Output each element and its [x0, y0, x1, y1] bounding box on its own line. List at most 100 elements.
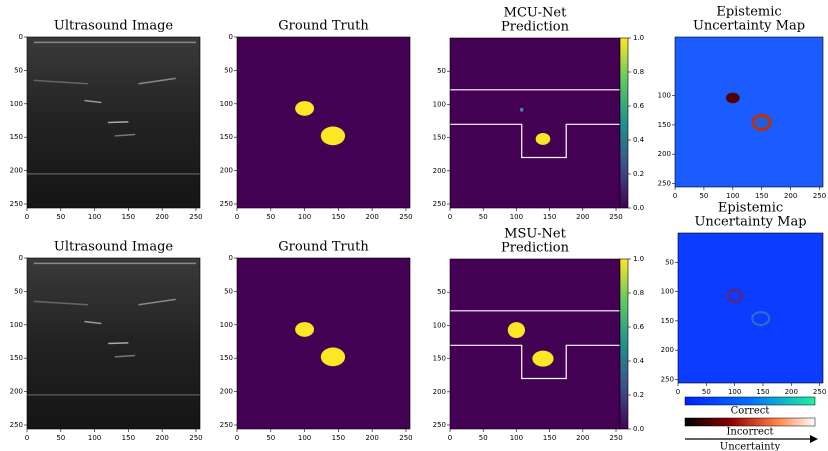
- y-tick-label: 0.6: [633, 323, 645, 331]
- blob: [321, 127, 345, 146]
- panel-title: Epistemic: [718, 201, 783, 216]
- x-tick-label: 200: [785, 388, 798, 396]
- y-tick-label: 150: [10, 354, 23, 362]
- x-tick-label: 0: [235, 434, 239, 442]
- y-tick-label: 150: [661, 317, 674, 325]
- x-tick-label: 200: [576, 434, 589, 442]
- x-tick-label: 150: [755, 192, 768, 200]
- image-panel: 05010015020025050100150200250MCU-NetPred…: [433, 6, 623, 222]
- x-tick-label: 0: [448, 213, 452, 221]
- x-tick-label: 150: [756, 388, 769, 396]
- image: [450, 259, 620, 429]
- blob: [508, 322, 525, 338]
- image: [450, 38, 620, 208]
- x-tick-label: 200: [365, 434, 378, 442]
- background: [450, 259, 620, 429]
- image-panel: 050100150200250050100150200250Ultrasound…: [10, 240, 203, 443]
- x-tick-label: 0: [448, 434, 452, 442]
- y-tick-label: 250: [658, 179, 671, 187]
- panel-title: Epistemic: [716, 5, 781, 20]
- image: [237, 258, 410, 429]
- y-tick-label: 0: [229, 254, 233, 262]
- y-tick-label: 0.4: [633, 357, 645, 365]
- x-tick-label: 100: [298, 213, 311, 221]
- y-tick-label: 100: [220, 100, 233, 108]
- colorbar: [620, 259, 628, 429]
- y-tick-label: 0.0: [633, 425, 644, 433]
- panel-title: Uncertainty Map: [693, 19, 805, 34]
- x-tick-label: 50: [266, 434, 275, 442]
- y-tick-label: 1.0: [633, 34, 644, 42]
- y-tick-label: 0.8: [633, 289, 644, 297]
- y-tick-label: 0.0: [633, 204, 644, 212]
- image: [237, 37, 410, 208]
- x-tick-label: 250: [399, 434, 412, 442]
- x-tick-label: 250: [399, 213, 412, 221]
- x-tick-label: 50: [479, 434, 488, 442]
- x-tick-label: 200: [784, 192, 797, 200]
- arrow-head: [810, 435, 818, 443]
- y-tick-label: 250: [661, 375, 674, 383]
- x-tick-label: 200: [365, 213, 378, 221]
- x-tick-label: 100: [298, 434, 311, 442]
- legend-label: Correct: [731, 406, 770, 417]
- echo: [108, 122, 128, 123]
- y-tick-label: 150: [433, 134, 446, 142]
- legend-label: Incorrect: [726, 427, 773, 438]
- figure: 050100150200250050100150200250Ultrasound…: [0, 0, 828, 451]
- y-tick-label: 0: [19, 33, 23, 41]
- background: [675, 37, 823, 187]
- y-tick-label: 50: [224, 287, 233, 295]
- panel-title: Ground Truth: [278, 19, 369, 34]
- x-tick-label: 250: [813, 388, 826, 396]
- y-tick-label: 150: [220, 354, 233, 362]
- panel-title: Uncertainty Map: [694, 215, 806, 230]
- x-tick-label: 150: [332, 434, 345, 442]
- y-tick-label: 100: [433, 100, 446, 108]
- image: [678, 233, 823, 383]
- y-tick-label: 100: [10, 100, 23, 108]
- y-tick-label: 100: [10, 321, 23, 329]
- x-tick-label: 250: [609, 434, 622, 442]
- blob: [295, 322, 314, 337]
- y-tick-label: 50: [14, 66, 23, 74]
- x-tick-label: 0: [25, 213, 29, 221]
- x-tick-label: 0: [673, 192, 677, 200]
- y-tick-label: 0.2: [633, 391, 644, 399]
- x-tick-label: 50: [56, 434, 65, 442]
- y-tick-label: 100: [220, 321, 233, 329]
- y-tick-label: 0.2: [633, 170, 644, 178]
- x-tick-label: 100: [728, 388, 741, 396]
- panel-title: Prediction: [501, 20, 570, 35]
- x-tick-label: 0: [676, 388, 680, 396]
- x-tick-label: 250: [813, 192, 826, 200]
- x-tick-label: 50: [266, 213, 275, 221]
- background: [237, 258, 410, 429]
- legend-swatch: [685, 418, 815, 426]
- panel-title: MSU-Net: [504, 227, 566, 242]
- x-tick-label: 150: [332, 213, 345, 221]
- x-tick-label: 0: [235, 213, 239, 221]
- y-tick-label: 0.6: [633, 102, 645, 110]
- x-tick-label: 0: [25, 434, 29, 442]
- x-tick-label: 50: [702, 388, 711, 396]
- panel-title: Ultrasound Image: [54, 19, 174, 34]
- y-tick-label: 0.8: [633, 68, 644, 76]
- blob: [726, 93, 740, 104]
- x-tick-label: 250: [189, 434, 202, 442]
- x-tick-label: 150: [122, 213, 135, 221]
- x-tick-label: 250: [189, 213, 202, 221]
- y-tick-label: 200: [658, 150, 671, 158]
- y-tick-label: 100: [658, 92, 671, 100]
- y-tick-label: 50: [437, 67, 446, 75]
- y-tick-label: 200: [10, 167, 23, 175]
- y-tick-label: 250: [220, 200, 233, 208]
- y-tick-label: 0: [229, 33, 233, 41]
- y-tick-label: 50: [14, 287, 23, 295]
- blob: [520, 108, 523, 112]
- y-tick-label: 250: [10, 200, 23, 208]
